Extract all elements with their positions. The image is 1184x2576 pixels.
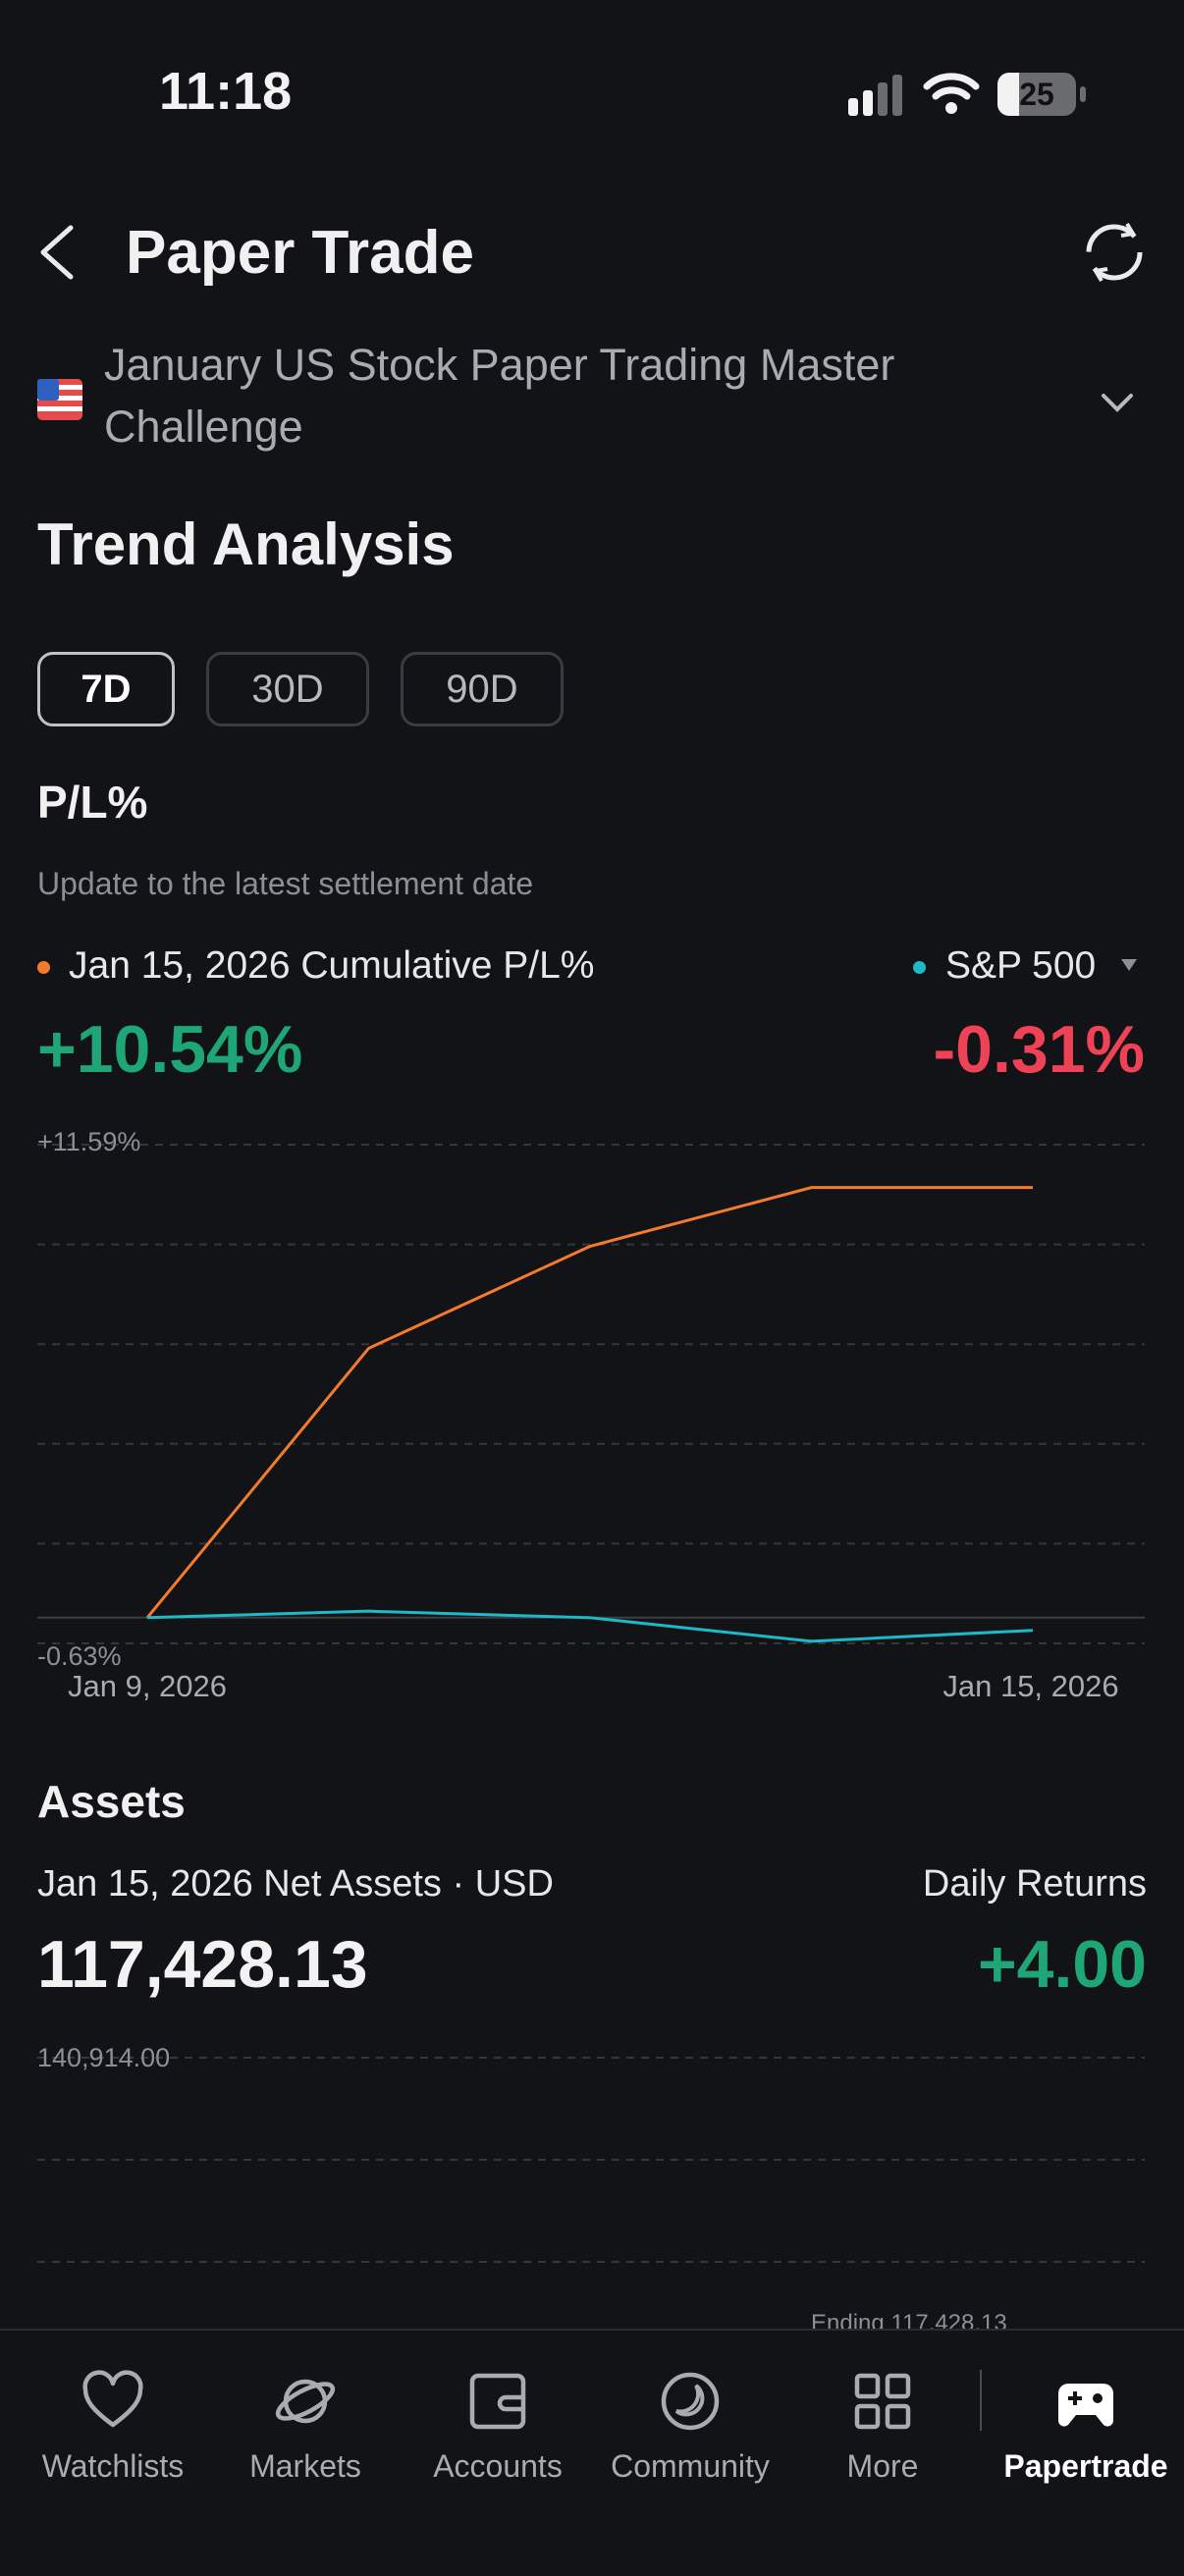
battery-cap [1080,86,1086,102]
nav-divider [980,2370,982,2431]
period-7d-button[interactable]: 7D [37,652,175,726]
pl-subtitle: Update to the latest settlement date [37,866,533,902]
benchmark-selector[interactable]: S&P 500 [945,944,1096,988]
pl-y-tick-bottom: -0.63% [37,1641,122,1671]
nav-watchlists[interactable]: Watchlists [20,2350,206,2497]
grid-icon [851,2370,914,2433]
pl-x-tick-start: Jan 9, 2026 [68,1669,227,1703]
refresh-icon[interactable] [1080,218,1149,287]
page-title: Paper Trade [126,218,474,288]
pl-line-chart[interactable]: +11.59% -0.63%Jan 9, 2026 Jan 15, 2026 [0,1119,1184,1708]
pl-legend-label: Jan 15, 2026 Cumulative P/L% [69,944,595,988]
nav-markets[interactable]: Markets [212,2350,399,2497]
moon-circle-icon [659,2370,722,2433]
daily-returns-label: Daily Returns [923,1863,1147,1905]
assets-y-tick-top: 140,914.00 [37,2043,170,2072]
battery-icon: 25 [997,73,1076,116]
chevron-down-icon [1098,383,1137,422]
planet-icon [274,2370,337,2433]
benchmark-value: -0.31% [934,1011,1145,1088]
pl-title: P/L% [37,776,147,829]
caret-down-icon[interactable] [1119,957,1139,973]
daily-returns-value: +4.00 [978,1926,1147,2003]
trend-analysis-title: Trend Analysis [37,510,455,578]
bottom-nav: Watchlists Markets Accounts Community Mo… [0,2329,1184,2576]
challenge-selector[interactable]: January US Stock Paper Trading Master Ch… [37,334,1147,471]
assets-title: Assets [37,1775,186,1828]
battery-level: 25 [997,77,1076,113]
pl-series-line-0 [147,1188,1033,1618]
gamepad-icon [1054,2370,1117,2433]
wifi-icon [923,71,980,116]
challenge-name: January US Stock Paper Trading Master Ch… [104,334,988,457]
nav-community[interactable]: Community [597,2350,783,2497]
wallet-icon [466,2370,529,2433]
us-flag-icon [37,379,82,420]
nav-accounts[interactable]: Accounts [404,2350,591,2497]
nav-more-label: More [789,2448,976,2485]
nav-papertrade[interactable]: Papertrade [988,2350,1184,2497]
net-assets-value: 117,428.13 [37,1926,368,2003]
back-button[interactable] [29,218,88,287]
pl-x-tick-end: Jan 15, 2026 [942,1669,1118,1703]
net-assets-label: Jan 15, 2026 Net Assets · USD [37,1863,554,1905]
pl-legend-dot [37,961,50,974]
nav-watchlists-label: Watchlists [20,2448,206,2485]
pl-series-line-1 [147,1611,1033,1641]
pl-value: +10.54% [37,1011,302,1088]
heart-icon [81,2370,144,2433]
assets-line-chart[interactable]: 140,914.00 Ending 117,428.13 [0,2032,1184,2336]
nav-accounts-label: Accounts [404,2448,591,2485]
benchmark-legend-dot [913,961,926,974]
signal-icon [846,73,905,118]
nav-papertrade-label: Papertrade [988,2448,1184,2485]
pl-y-tick-top: +11.59% [37,1127,140,1156]
nav-community-label: Community [597,2448,783,2485]
nav-more[interactable]: More [789,2350,976,2497]
nav-markets-label: Markets [212,2448,399,2485]
period-30d-button[interactable]: 30D [206,652,369,726]
status-time: 11:18 [159,61,292,122]
period-90d-button[interactable]: 90D [401,652,564,726]
